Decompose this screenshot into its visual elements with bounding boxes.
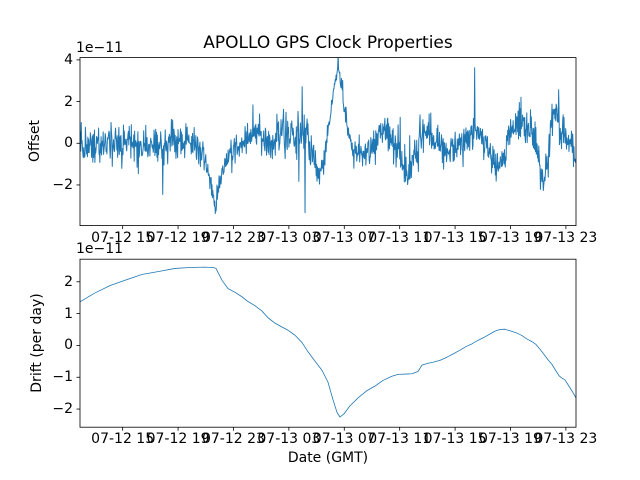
x-tick-label: 07-13 11 xyxy=(368,229,432,246)
x-tick-label: 07-13 11 xyxy=(368,431,432,448)
x-tick-label: 07-12 23 xyxy=(201,431,265,448)
x-tick-label: 07-13 19 xyxy=(479,431,542,448)
x-tick-label: 07-12 19 xyxy=(146,431,210,448)
x-tick-label: 07-13 15 xyxy=(423,229,487,246)
x-tick-label: 07-13 07 xyxy=(312,431,376,448)
figure-title: APOLLO GPS Clock Properties xyxy=(203,33,453,53)
y-tick-label: −2 xyxy=(52,176,73,193)
x-tick-label: 07-12 15 xyxy=(91,431,155,448)
y-axis-scale-offset-bottom: 1e−11 xyxy=(76,241,124,257)
x-tick-label: 07-12 15 xyxy=(91,229,155,246)
y-tick-label: 2 xyxy=(64,273,73,290)
y-tick-label: 0 xyxy=(64,135,73,152)
xlabel-date-gmt: Date (GMT) xyxy=(287,450,369,466)
x-tick-label: 07-13 23 xyxy=(534,229,598,246)
x-tick-label: 07-12 19 xyxy=(146,229,210,246)
y-tick-label: 4 xyxy=(64,51,73,68)
y-tick-label: −2 xyxy=(52,401,73,418)
y-tick-label: 1 xyxy=(64,305,73,322)
x-tick-label: 07-13 03 xyxy=(257,229,321,246)
x-tick-label: 07-13 19 xyxy=(479,229,542,246)
x-tick-label: 07-13 03 xyxy=(257,431,321,448)
x-tick-label: 07-13 15 xyxy=(423,431,487,448)
x-tick-label: 07-12 23 xyxy=(201,229,265,246)
y-axis-scale-offset-top: 1e−11 xyxy=(76,40,124,56)
clock-drift-curve-line xyxy=(80,266,576,418)
y-tick-label: −1 xyxy=(52,369,73,386)
x-tick-label: 07-13 23 xyxy=(534,431,598,448)
axes-spine xyxy=(79,57,577,226)
axes-spine xyxy=(79,258,577,428)
x-tick-label: 07-13 07 xyxy=(312,229,376,246)
y-tick-label: 2 xyxy=(64,93,73,110)
clock-offset-noisy-line xyxy=(80,57,576,215)
y-tick-label: 0 xyxy=(64,337,73,354)
